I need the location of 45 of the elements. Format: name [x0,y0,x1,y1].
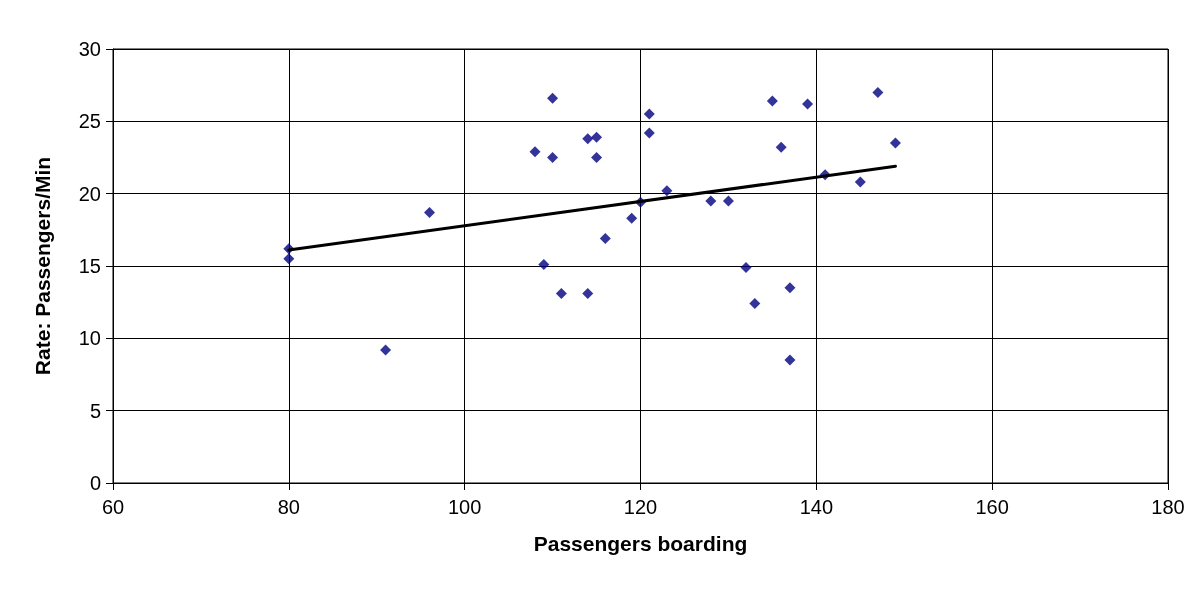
point [591,131,603,143]
point [872,86,884,98]
point [547,152,559,163]
point [802,98,814,110]
point [626,212,638,224]
y-tick-label: 10 [78,327,101,350]
x-tick-label: 160 [975,496,1009,518]
point [722,195,734,207]
point [775,141,787,153]
x-axis-title: Passengers boarding [533,532,748,555]
point [854,176,866,188]
y-tick-label: 15 [78,255,101,277]
y-tick-label: 20 [78,182,101,205]
y-tick-label: 30 [78,38,101,60]
point [582,287,594,299]
x-tick-label: 60 [101,496,125,518]
point [538,259,550,271]
y-tick-label: 5 [89,399,101,422]
point [591,152,603,163]
x-tick-label: 120 [623,496,658,518]
x-tick-label: 140 [799,496,834,518]
point [749,298,761,310]
point [661,185,673,197]
point [599,233,611,245]
point [582,133,594,145]
point [705,195,717,207]
y-tick-label: 25 [78,110,101,133]
point [547,92,559,104]
x-tick-label: 80 [277,496,300,518]
point [740,261,752,273]
point [784,282,796,294]
point [529,146,541,158]
point [424,206,435,218]
point [766,95,778,107]
point [283,253,295,265]
y-tick-label: 0 [89,472,101,494]
point [380,344,392,356]
point [555,287,567,299]
point [643,108,655,120]
point [784,354,796,366]
x-tick-label: 180 [1151,496,1185,518]
x-tick-label: 100 [447,496,482,518]
y-axis-title: Rate: Passengers/Min [31,156,54,376]
point [643,127,655,139]
point [889,137,901,149]
